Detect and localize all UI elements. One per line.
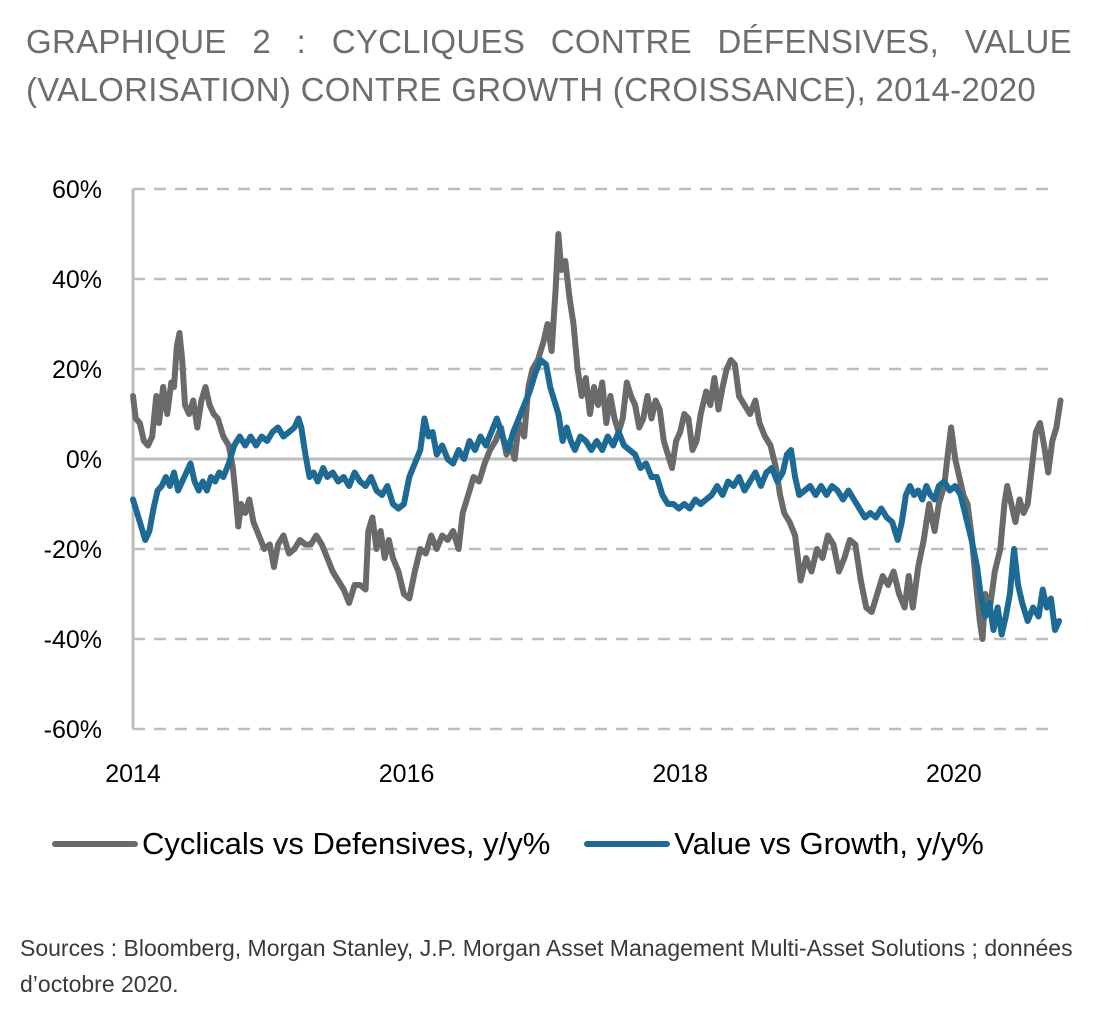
title-word: : (296, 23, 307, 60)
legend-swatch-value (584, 841, 671, 847)
series-line-value-vs-growth (130, 357, 1063, 638)
x-axis-ticks: 2014 2016 2018 2020 (105, 760, 981, 788)
legend: Cyclicals vs Defensives, y/y% Value vs G… (52, 826, 1018, 862)
title-word: DÉFENSIVES, (717, 23, 940, 60)
y-tick-label: 0% (66, 446, 102, 474)
series-line-cyclicals-vs-defensives (130, 231, 1064, 642)
line-chart: 60% 40% 20% 0% -20% -40% -60% 2014 2016 2018 2020 (44, 176, 1064, 788)
chart-title-line-1: GRAPHIQUE 2 : CYCLIQUES CONTRE DÉFENSIVE… (26, 18, 1072, 66)
y-tick-label: 20% (52, 356, 102, 384)
y-tick-label: -40% (44, 626, 102, 654)
x-tick-label: 2020 (926, 760, 982, 788)
source-note: Sources : Bloomberg, Morgan Stanley, J.P… (20, 935, 1073, 997)
title-word: CYCLIQUES (331, 23, 526, 60)
gridlines (133, 187, 1052, 731)
legend-item-value: Value vs Growth, y/y% (584, 826, 984, 862)
x-tick-label: 2014 (105, 760, 161, 788)
legend-label-value: Value vs Growth, y/y% (674, 826, 984, 861)
legend-item-cyclicals: Cyclicals vs Defensives, y/y% (52, 826, 550, 862)
y-tick-label: 60% (52, 176, 102, 204)
y-tick-label: 40% (52, 266, 102, 294)
legend-label-cyclicals: Cyclicals vs Defensives, y/y% (142, 826, 551, 861)
legend-swatch-cyclicals (52, 841, 138, 847)
title-word: 2 (252, 23, 272, 60)
y-axis-ticks: 60% 40% 20% 0% -20% -40% -60% (44, 176, 102, 744)
chart-title: GRAPHIQUE 2 : CYCLIQUES CONTRE DÉFENSIVE… (26, 18, 1072, 114)
series-lines (130, 231, 1064, 642)
chart-title-line-2: (VALORISATION) CONTRE GROWTH (CROISSANCE… (26, 71, 1037, 108)
y-tick-label: -60% (44, 716, 102, 744)
y-tick-label: -20% (44, 536, 102, 564)
title-word: GRAPHIQUE (26, 23, 227, 60)
x-tick-label: 2016 (379, 760, 435, 788)
title-word: CONTRE (550, 23, 692, 60)
title-word: VALUE (964, 23, 1072, 60)
x-tick-label: 2018 (652, 760, 708, 788)
